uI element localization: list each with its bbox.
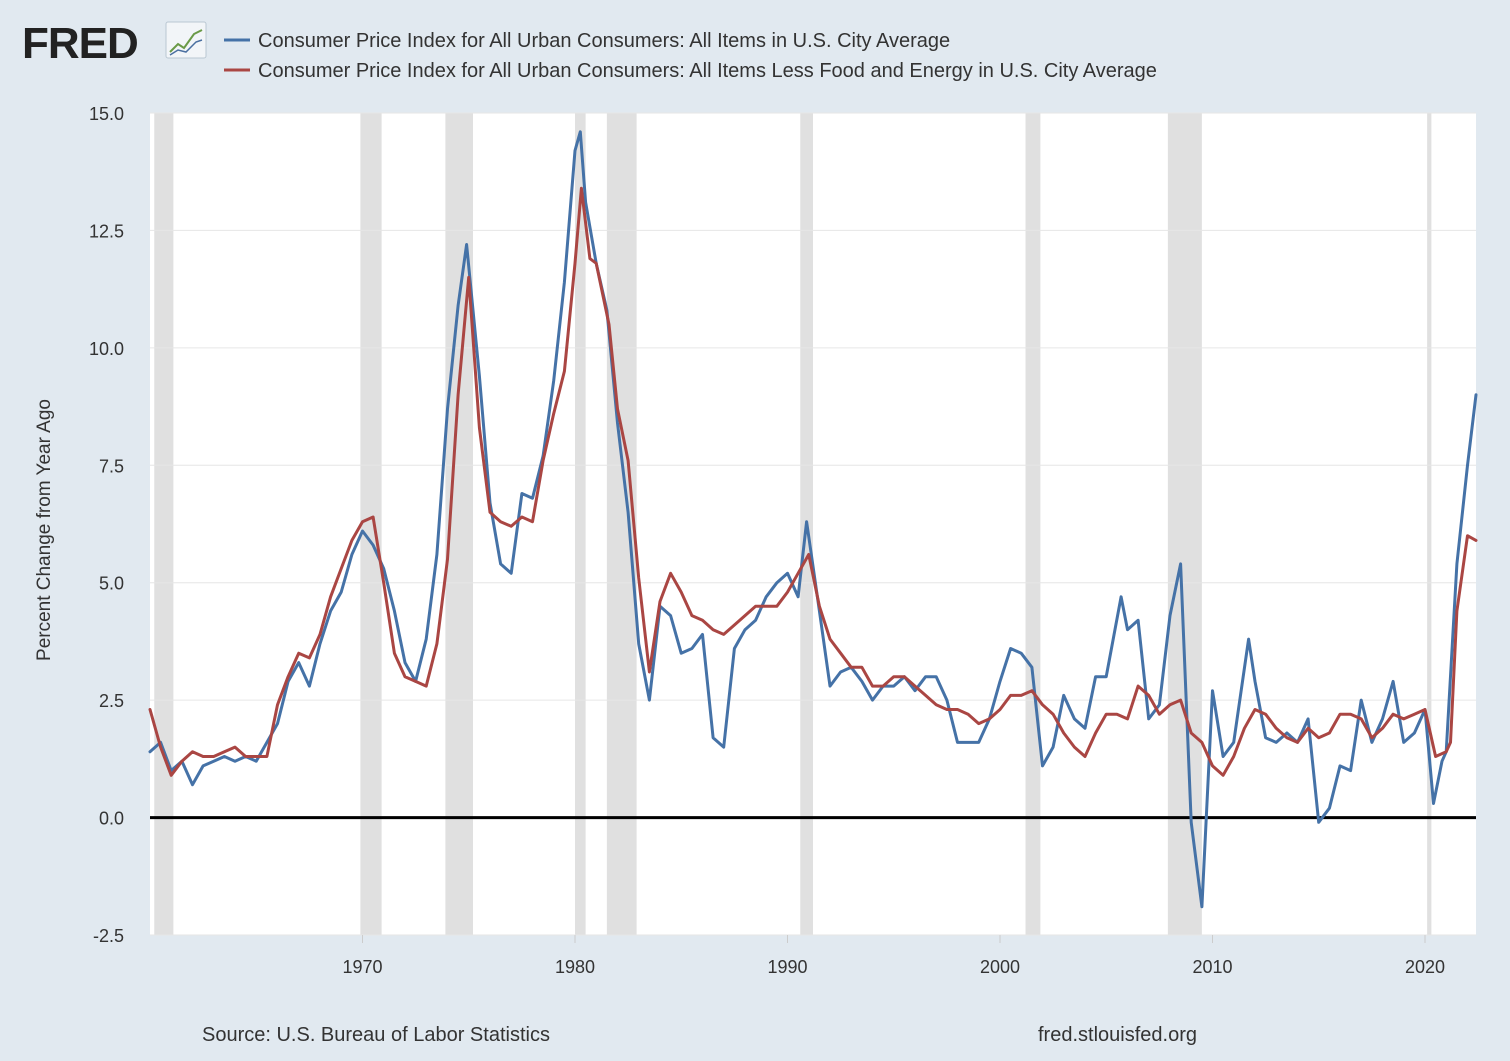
y-tick-label: 0.0 [99,809,124,829]
series-line-cpi-all-items[interactable] [148,130,1478,909]
logo-text: FRED [22,19,138,68]
recession-band [1427,113,1432,935]
x-tick-label: 2010 [1192,957,1232,977]
x-tick-label: 1970 [342,957,382,977]
y-tick-label: -2.5 [93,926,124,946]
series-line-cpi-core[interactable] [148,186,1478,777]
logo-graph-icon [165,21,207,59]
legend-item-cpi-core[interactable]: Consumer Price Index for All Urban Consu… [224,60,1157,82]
y-tick-label: 5.0 [99,574,124,594]
x-tick-label: 1980 [555,957,595,977]
site-link[interactable]: fred.stlouisfed.org [1038,1024,1197,1046]
x-tick-label: 2000 [980,957,1020,977]
x-tick-label: 2020 [1405,957,1445,977]
source-note: Source: U.S. Bureau of Labor Statistics [202,1024,550,1046]
x-tick-label: 1990 [767,957,807,977]
recession-band [606,113,637,935]
series-lines [148,130,1478,909]
recession-band [1025,113,1041,935]
y-tick-label: 7.5 [99,456,124,476]
y-tick-label: 10.0 [89,339,124,359]
gridlines [150,112,1476,936]
legend: Consumer Price Index for All Urban Consu… [224,30,1157,82]
legend-label-blue: Consumer Price Index for All Urban Consu… [258,30,950,52]
legend-item-cpi-all-items[interactable]: Consumer Price Index for All Urban Consu… [224,30,950,52]
y-tick-label: 2.5 [99,691,124,711]
recession-band [1167,113,1202,935]
logo[interactable]: FRED [22,19,207,68]
y-axis-ticks: -2.5 0.0 2.5 5.0 7.5 10.0 12.5 15.0 [89,104,124,946]
recession-band [360,113,382,935]
recession-band [575,113,586,935]
legend-label-red: Consumer Price Index for All Urban Consu… [258,60,1157,82]
y-tick-label: 12.5 [89,221,124,241]
recession-band [154,113,174,935]
x-axis-ticks: 1970 1980 1990 2000 2010 2020 [342,935,1445,977]
y-tick-label: 15.0 [89,104,124,124]
y-axis-label: Percent Change from Year Ago [34,399,55,661]
